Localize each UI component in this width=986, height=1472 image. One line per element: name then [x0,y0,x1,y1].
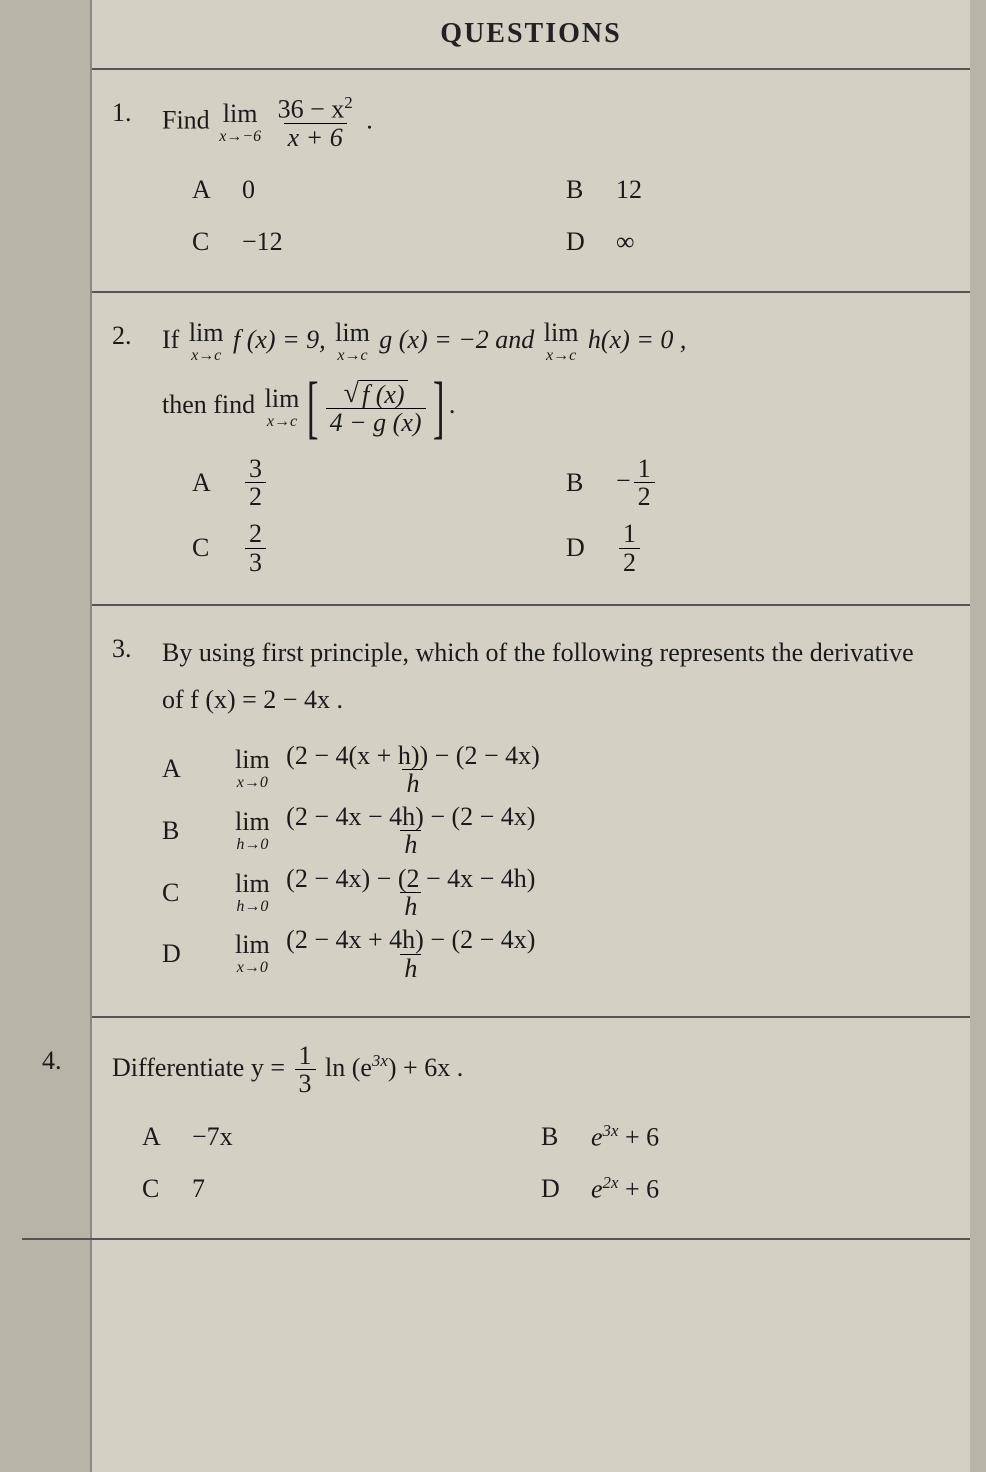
q2-line1: If limx→c f (x) = 9, limx→c g (x) = −2 a… [162,317,940,364]
sqrt-icon: √f (x) [344,380,408,408]
q4-opt-c: C 7 [142,1168,541,1210]
q3-opt-c: C limh→0 (2 − 4x) − (2 − 4x − 4h)h [162,865,940,921]
q2-number: 2. [112,317,162,576]
bracket-right-icon: ] [433,383,445,432]
header-row: QUESTIONS [92,0,970,70]
q2-opt-c: C 23 [192,520,566,576]
q3-body: By using first principle, which of the f… [162,630,940,988]
bracket-left-icon: [ [307,383,319,432]
q3-number: 3. [112,630,162,988]
q4-opt-a: A −7x [142,1116,541,1158]
opt-label: A [192,175,222,205]
q1-lim: lim x→−6 [219,101,261,145]
q4-body: Differentiate y = 13 ln (e3x) + 6x . A −… [112,1042,940,1210]
q2-lim4: limx→c [265,386,300,430]
opt-label: C [192,227,222,257]
question-2: 2. If limx→c f (x) = 9, limx→c g (x) = −… [92,293,970,606]
q4-options: A −7x B e3x + 6 C 7 D e2x + 6 [112,1116,940,1210]
q1-frac-num: 36 − x2 [274,94,357,123]
question-3: 3. By using first principle, which of th… [92,606,970,1018]
opt-value: 0 [242,175,255,205]
q1-frac: 36 − x2 x + 6 [274,94,357,151]
q1-opt-d: D ∞ [566,221,940,263]
q2-lim3: limx→c [544,320,579,364]
q1-body: Find lim x→−6 36 − x2 x + 6 . A 0 B [162,94,940,263]
lim-text: lim [223,101,258,127]
question-4: 4. Differentiate y = 13 ln (e3x) + 6x . … [22,1018,970,1240]
q3-opt-d: D limx→0 (2 − 4x + 4h) − (2 − 4x)h [162,926,940,982]
q3-stem: By using first principle, which of the f… [162,630,940,724]
q1-number: 1. [112,94,162,263]
q2-options: A 32 B −12 C 23 D 12 [162,455,940,576]
q2-lim2: limx→c [335,320,370,364]
page: QUESTIONS 1. Find lim x→−6 36 − x2 x + 6… [90,0,970,1472]
q2-opt-a: A 32 [192,455,566,511]
q1-opt-b: B 12 [566,169,940,211]
header-title: QUESTIONS [440,18,621,50]
q1-frac-den: x + 6 [284,123,347,151]
q2-lim1: limx→c [189,320,224,364]
q4-stem: Differentiate y = 13 ln (e3x) + 6x . [112,1042,940,1098]
opt-label: D [566,227,596,257]
opt-label: B [566,175,596,205]
q4-opt-b: B e3x + 6 [541,1116,940,1158]
q1-options: A 0 B 12 C −12 D ∞ [162,169,940,263]
q3-opt-b: B limh→0 (2 − 4x − 4h) − (2 − 4x)h [162,803,940,859]
q2-opt-d: D 12 [566,520,940,576]
q2-line2: then find limx→c [ √f (x) 4 − g (x) ] . [162,378,940,436]
period: . [366,106,373,135]
q2-stem: If limx→c f (x) = 9, limx→c g (x) = −2 a… [162,317,940,437]
q3-options: A limx→0 (2 − 4(x + h)) − (2 − 4x)h B li… [162,742,940,982]
opt-value: ∞ [616,227,635,257]
q2-opt-b: B −12 [566,455,940,511]
q1-opt-a: A 0 [192,169,566,211]
q3-opt-a: A limx→0 (2 − 4(x + h)) − (2 − 4x)h [162,742,940,798]
opt-value: 12 [616,175,642,205]
opt-value: −12 [242,227,283,257]
question-1: 1. Find lim x→−6 36 − x2 x + 6 . A 0 [92,70,970,293]
q1-stem: Find lim x→−6 36 − x2 x + 6 . [162,94,940,151]
q4-number: 4. [42,1042,112,1210]
q1-lim-sub: x→−6 [219,129,261,145]
q2-bracket-frac: √f (x) 4 − g (x) [326,378,426,436]
q1-opt-c: C −12 [192,221,566,263]
q2-body: If limx→c f (x) = 9, limx→c g (x) = −2 a… [162,317,940,576]
q4-opt-d: D e2x + 6 [541,1168,940,1210]
q1-stem-prefix: Find [162,106,210,135]
